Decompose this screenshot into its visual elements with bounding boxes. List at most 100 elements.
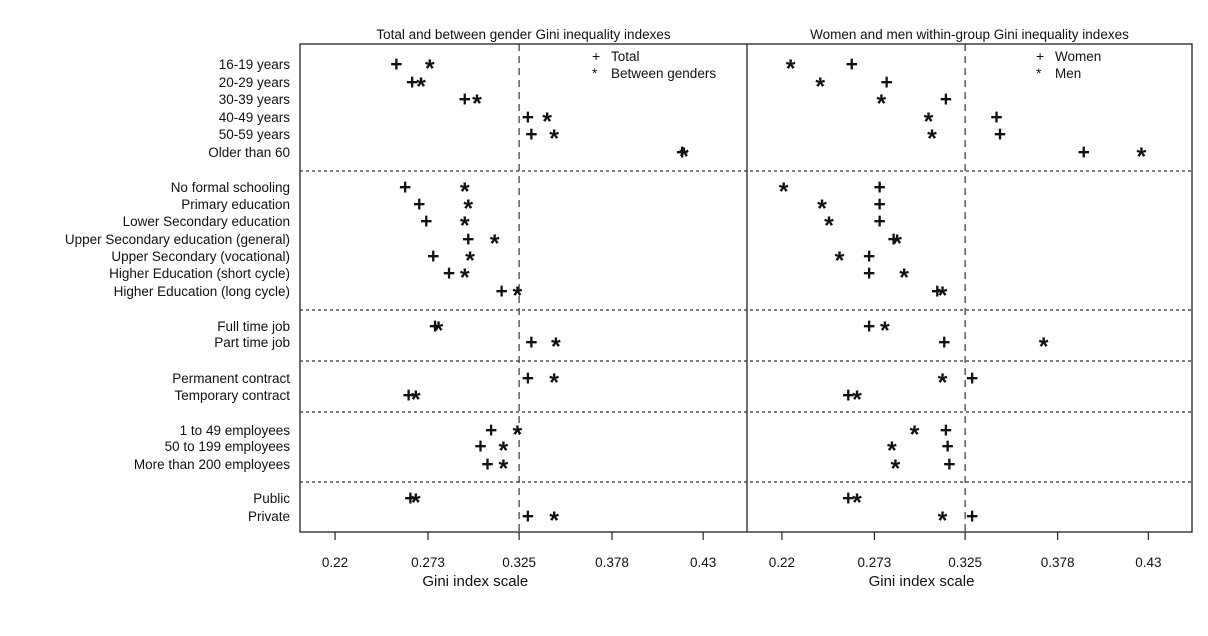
category-label: 30-39 years: [219, 92, 291, 107]
category-label: Private: [248, 509, 290, 524]
marker-plus: +: [942, 435, 954, 458]
marker-plus: +: [966, 505, 978, 528]
marker-plus: +: [522, 106, 534, 129]
marker-plus: +: [525, 331, 537, 354]
marker-plus: +: [863, 245, 875, 268]
marker-plus: +: [994, 123, 1006, 146]
x-axis-label-2: Gini index scale: [869, 573, 975, 590]
marker-plus: +: [481, 453, 493, 476]
category-label: Older than 60: [208, 145, 290, 160]
category-label: No formal schooling: [171, 180, 290, 195]
marker-plus: +: [863, 262, 875, 285]
category-label: Part time job: [214, 335, 290, 350]
legend-label: Total: [611, 49, 640, 64]
category-label: Higher Education (long cycle): [114, 284, 290, 299]
marker-star: *: [1039, 333, 1049, 361]
marker-star: *: [815, 73, 825, 101]
marker-star: *: [498, 455, 508, 483]
category-label: Permanent contract: [172, 371, 290, 386]
marker-star: *: [824, 212, 834, 240]
marker-star: *: [910, 421, 920, 449]
marker-plus: +: [842, 384, 854, 407]
marker-plus: +: [863, 315, 875, 338]
marker-star: *: [549, 369, 559, 397]
plot-frame: [299, 43, 1193, 533]
marker-star: *: [892, 230, 902, 258]
marker-plus: +: [390, 53, 402, 76]
marker-plus: +: [676, 141, 688, 164]
marker-star: *: [852, 489, 862, 517]
marker-plus: +: [429, 315, 441, 338]
marker-star: *: [938, 369, 948, 397]
category-label: Full time job: [217, 319, 290, 334]
marker-star: *: [835, 247, 845, 275]
marker-plus: +: [880, 71, 892, 94]
marker-plus: +: [943, 453, 955, 476]
category-label: Upper Secondary education (general): [65, 232, 290, 247]
marker-star: *: [463, 195, 473, 223]
x-axis-label-1: Gini index scale: [422, 573, 528, 590]
legend-label: Between genders: [611, 66, 716, 81]
marker-plus: +: [459, 88, 471, 111]
marker-star: *: [549, 507, 559, 535]
x-tick-label: 0.273: [857, 555, 891, 570]
marker-plus: +: [940, 88, 952, 111]
marker-star: *: [880, 317, 890, 345]
x-tick-label: 0.22: [322, 555, 348, 570]
marker-plus: +: [873, 176, 885, 199]
marker-star: *: [465, 247, 475, 275]
marker-star: *: [542, 108, 552, 136]
marker-star: *: [512, 282, 522, 310]
x-tick-label: 0.22: [769, 555, 795, 570]
marker-plus: +: [485, 419, 497, 442]
marker-star: *: [877, 90, 887, 118]
category-label: 50 to 199 employees: [165, 439, 291, 454]
marker-plus: +: [846, 53, 858, 76]
x-tick-label: 0.43: [1135, 555, 1161, 570]
marker-star: *: [852, 386, 862, 414]
marker-plus: +: [522, 505, 534, 528]
marker-plus: +: [420, 210, 432, 233]
marker-plus: +: [931, 280, 943, 303]
marker-plus: +: [427, 245, 439, 268]
legend-label: Women: [1055, 49, 1101, 64]
marker-plus: +: [938, 331, 950, 354]
legend-marker: +: [592, 48, 600, 64]
marker-star: *: [899, 264, 909, 292]
marker-plus: +: [399, 176, 411, 199]
marker-star: *: [938, 507, 948, 535]
marker-star: *: [425, 55, 435, 83]
marker-star: *: [411, 386, 421, 414]
category-label: Public: [253, 491, 290, 506]
marker-plus: +: [522, 367, 534, 390]
panel-title-1: Total and between gender Gini inequality…: [376, 27, 670, 42]
marker-star: *: [416, 73, 426, 101]
category-label: 40-49 years: [219, 110, 291, 125]
marker-star: *: [490, 230, 500, 258]
category-label: 20-29 years: [219, 75, 291, 90]
marker-star: *: [938, 282, 948, 310]
marker-plus: +: [404, 487, 416, 510]
marker-plus: +: [495, 280, 507, 303]
category-label: Temporary contract: [174, 388, 290, 403]
marker-star: *: [411, 489, 421, 517]
marker-plus: +: [462, 228, 474, 251]
marker-plus: +: [406, 71, 418, 94]
category-label: Primary education: [181, 197, 290, 212]
category-label: Higher Education (short cycle): [109, 266, 290, 281]
marker-plus: +: [887, 228, 899, 251]
marker-plus: +: [443, 262, 455, 285]
marker-plus: +: [413, 193, 425, 216]
marker-star: *: [817, 195, 827, 223]
marker-plus: +: [1078, 141, 1090, 164]
marker-star: *: [460, 178, 470, 206]
marker-star: *: [786, 55, 796, 83]
marker-plus: +: [873, 210, 885, 233]
legend-marker: *: [1036, 65, 1042, 81]
x-tick-label: 0.325: [948, 555, 982, 570]
marker-plus: +: [842, 487, 854, 510]
marker-star: *: [924, 108, 934, 136]
category-label: Lower Secondary education: [123, 214, 290, 229]
marker-plus: +: [940, 419, 952, 442]
